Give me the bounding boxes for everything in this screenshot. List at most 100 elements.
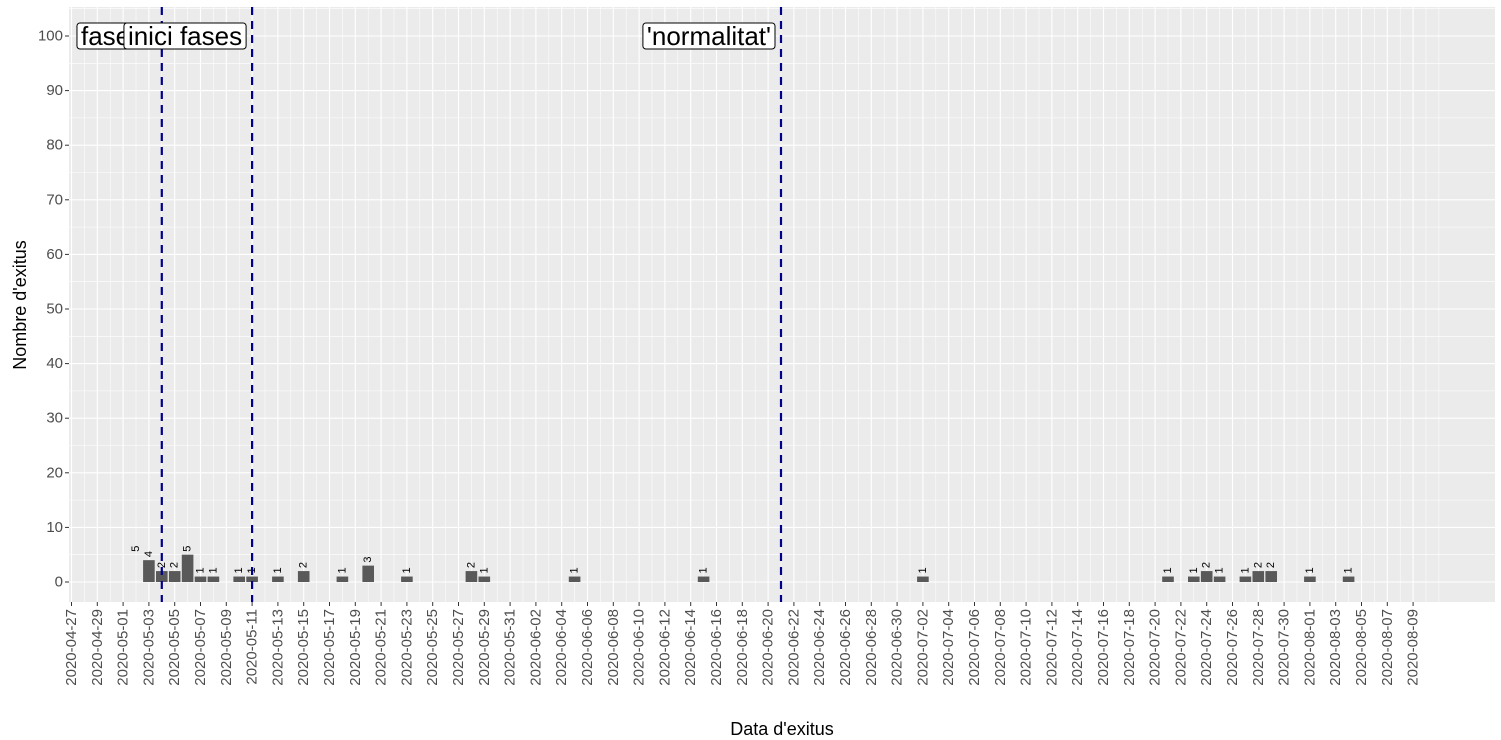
bar	[917, 576, 929, 582]
y-axis-title: Nombre d'exitus	[10, 240, 30, 370]
bar	[1239, 576, 1252, 582]
annotation-text: 'normalitat'	[647, 21, 771, 51]
x-tick-label: 2020-07-04	[940, 609, 957, 686]
x-tick-label: 2020-05-13	[269, 609, 286, 686]
x-tick-label: 2020-05-21	[373, 609, 390, 686]
bar-value-label: 2	[298, 562, 310, 568]
x-tick-label: 2020-06-30	[889, 609, 906, 686]
x-tick-label: 2020-07-26	[1224, 609, 1241, 686]
bar	[1265, 571, 1278, 582]
bar	[336, 576, 349, 582]
x-tick-label: 2020-07-06	[966, 609, 983, 686]
bar-value-label: 2	[465, 562, 477, 568]
x-tick-label: 2020-07-28	[1250, 609, 1267, 686]
bar	[143, 560, 155, 582]
x-tick-label: 2020-07-12	[1043, 609, 1060, 686]
bar-value-label: 1	[478, 567, 490, 573]
bar	[401, 576, 413, 582]
y-axis: 0 10 20 30 40 50 60 70 80 90 100	[38, 28, 69, 591]
bar-value-label: 1	[698, 567, 710, 573]
x-tick-label: 2020-06-26	[837, 609, 854, 686]
bar-value-label: 1	[1239, 567, 1251, 573]
x-tick-label: 2020-05-25	[424, 609, 441, 686]
bar-value-label: 5	[130, 546, 142, 552]
x-tick-label: 2020-05-01	[115, 609, 132, 686]
y-tick-label: 100	[38, 28, 63, 45]
bar	[272, 576, 284, 582]
bar-value-label: 1	[401, 567, 413, 573]
x-tick-label: 2020-06-12	[656, 609, 673, 686]
bar	[478, 576, 491, 582]
x-tick-label: 2020-06-06	[579, 609, 596, 686]
bars	[143, 554, 1355, 582]
x-axis-title: Data d'exitus	[730, 719, 834, 739]
y-tick-label: 70	[46, 191, 63, 208]
y-tick-label: 0	[55, 574, 63, 591]
y-tick-label: 30	[46, 410, 63, 427]
x-tick-label: 2020-07-30	[1276, 609, 1293, 686]
x-tick-label: 2020-04-29	[89, 609, 106, 686]
x-tick-label: 2020-08-09	[1405, 609, 1422, 686]
bar-value-label: 2	[156, 562, 168, 568]
bar-value-label: 2	[1265, 562, 1277, 568]
bar	[1200, 571, 1213, 582]
bar	[1342, 576, 1355, 582]
x-tick-label: 2020-06-28	[863, 609, 880, 686]
y-tick-label: 80	[46, 137, 63, 154]
x-tick-label: 2020-05-09	[218, 609, 235, 686]
x-tick-label: 2020-05-29	[476, 609, 493, 686]
bar-value-label: 1	[917, 567, 929, 573]
bar-value-label: 1	[336, 567, 348, 573]
y-tick-label: 20	[46, 464, 63, 481]
x-tick-label: 2020-08-05	[1353, 609, 1370, 686]
bar-value-label: 1	[207, 567, 219, 573]
x-tick-label: 2020-05-11	[244, 609, 261, 685]
x-tick-label: 2020-06-22	[785, 609, 802, 686]
bar	[181, 554, 194, 582]
bar	[246, 576, 258, 582]
bar	[1162, 576, 1174, 582]
annotation-label: inici fases	[123, 21, 247, 51]
grid-minor	[69, 7, 1495, 602]
bar-value-label: 4	[143, 551, 155, 557]
x-tick-label: 2020-05-07	[192, 609, 209, 686]
x-tick-label: 2020-07-18	[1121, 609, 1138, 686]
y-tick-label: 90	[46, 82, 63, 99]
x-tick-label: 2020-05-05	[166, 609, 183, 686]
annotation-label: 'normalitat'	[642, 21, 776, 51]
y-tick-label: 10	[46, 519, 63, 536]
x-tick-label: 2020-08-03	[1327, 609, 1344, 686]
bar-value-label: 3	[362, 556, 374, 562]
bar-value-label: 1	[569, 567, 581, 573]
x-tick-label: 2020-05-03	[140, 609, 157, 686]
bar-value-label: 1	[1214, 567, 1226, 573]
x-tick-label: 2020-07-16	[1095, 609, 1112, 686]
annotation-box	[123, 22, 247, 50]
y-tick-label: 40	[46, 355, 63, 372]
x-tick-label: 2020-07-24	[1198, 609, 1215, 686]
x-tick-label: 2020-05-27	[450, 609, 467, 686]
x-tick-label: 2020-06-08	[605, 609, 622, 686]
x-tick-label: 2020-08-01	[1301, 609, 1318, 686]
x-tick-label: 2020-05-23	[398, 609, 415, 686]
annotation-text: inici fases	[128, 21, 242, 51]
bar	[465, 571, 478, 582]
bar-value-label: 5	[182, 546, 194, 552]
bar	[568, 576, 581, 582]
vertical-reference-lines	[160, 7, 783, 602]
bar-value-label: 1	[233, 567, 245, 573]
x-tick-label: 2020-07-14	[1069, 609, 1086, 686]
bar	[1304, 576, 1316, 582]
bar	[155, 571, 168, 582]
bar-value-label: 1	[1304, 567, 1316, 573]
bar-value-label: 1	[1188, 567, 1200, 573]
y-tick-label: 60	[46, 246, 63, 263]
bar	[233, 576, 246, 582]
x-tick-label: 2020-05-17	[321, 609, 338, 686]
bar	[207, 576, 220, 582]
bar	[697, 576, 710, 582]
x-tick-label: 2020-05-31	[502, 609, 519, 686]
x-tick-label: 2020-06-24	[811, 609, 828, 686]
